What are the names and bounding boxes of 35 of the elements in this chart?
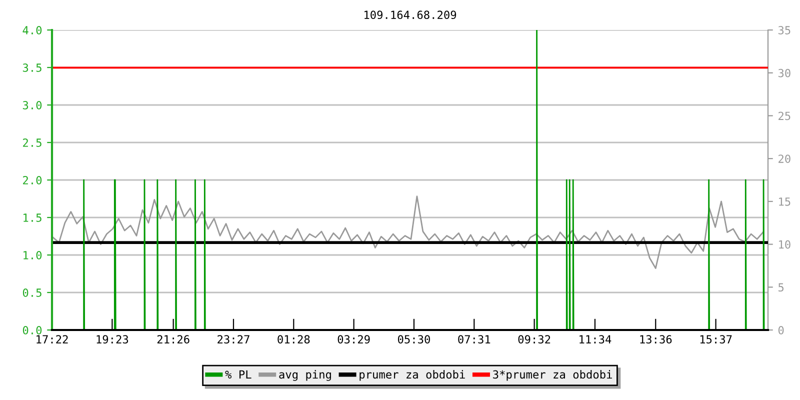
y2-tick-label: 5: [778, 283, 784, 292]
y-tick-label: 3.0: [22, 101, 42, 110]
x-tick-label: 05:30: [398, 335, 430, 344]
y2-tick-label: 15: [779, 198, 790, 206]
y2-tick-label: 25: [778, 112, 790, 120]
x-tick-label: 09:32: [518, 335, 550, 344]
y-tick-label: 1.0: [24, 251, 42, 260]
y-tick-label: 4.0: [22, 26, 42, 34]
y-tick-label: 0.0: [22, 326, 42, 334]
x-tick-label: 15:37: [700, 335, 732, 344]
x-tick-label: 21:26: [157, 335, 190, 344]
y2-tick-label: 0: [778, 326, 784, 334]
x-tick-label: 23:27: [218, 335, 250, 344]
legend-label: avg ping: [279, 370, 331, 381]
y-tick-label: 1.5: [24, 214, 42, 222]
y2-tick-label: 10: [779, 240, 790, 249]
chart-title: 109.164.68.209: [364, 10, 456, 20]
y2-tick-label: 35: [778, 26, 790, 34]
x-tick-label: 07:31: [458, 335, 490, 344]
y-tick-label: 3.5: [22, 64, 42, 72]
y2-tick-label: 20: [778, 154, 790, 163]
y2-tick-label: 30: [778, 68, 790, 78]
x-tick-label: 01:28: [278, 335, 310, 344]
x-tick-label: 11:34: [580, 335, 612, 344]
line-series: [52, 196, 764, 269]
legend-label: % PL: [225, 370, 252, 378]
x-tick-label: 03:29: [338, 335, 370, 344]
y-tick-label: 2.5: [23, 138, 42, 147]
x-tick-label: 17:22: [36, 335, 68, 344]
x-tick-label: 19:23: [96, 335, 128, 344]
x-tick-label: 13:36: [640, 335, 672, 344]
legend-label: 3*prumer za obdobi: [493, 370, 612, 381]
y-tick-label: 0.5: [22, 288, 42, 297]
legend-label: prumer za obdobi: [360, 370, 465, 381]
y-tick-label: 2.0: [23, 176, 42, 184]
